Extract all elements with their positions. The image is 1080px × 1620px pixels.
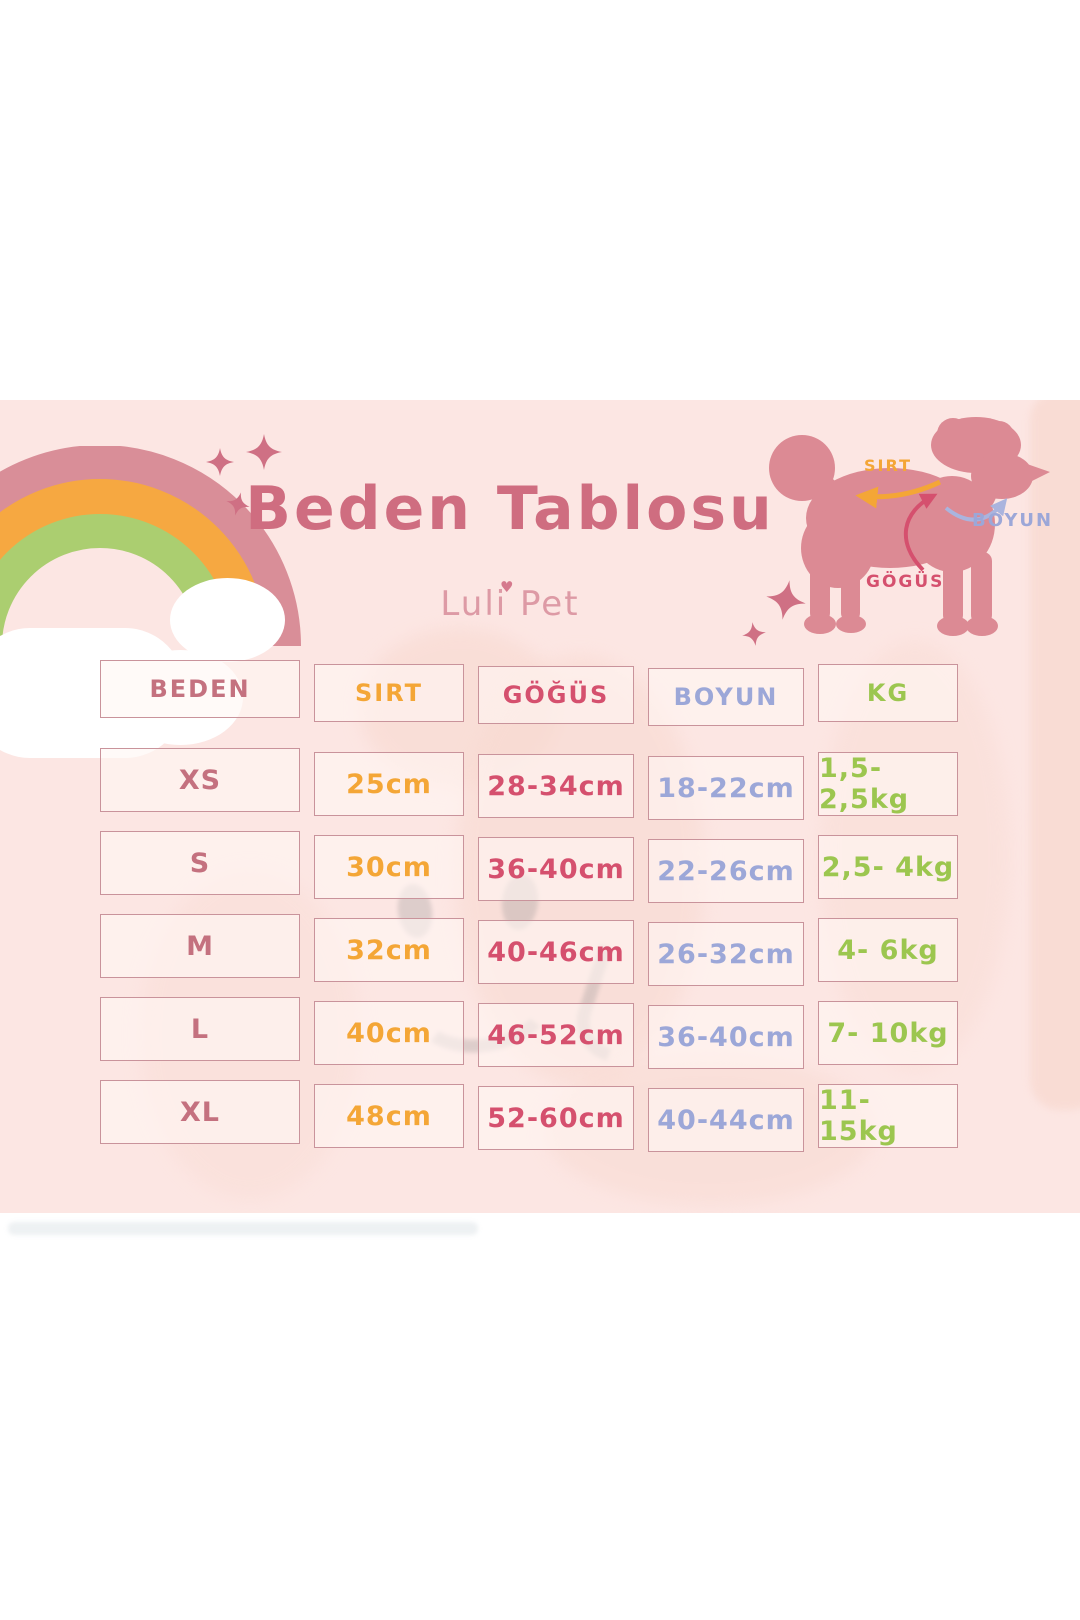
sparkle-icon	[246, 434, 282, 470]
label-gogus: GÖGÜS	[866, 572, 945, 592]
sparkle-icon	[206, 448, 234, 476]
label-sirt: SIRT	[864, 456, 912, 475]
cell-xs-boyun: 18-22cm	[648, 756, 804, 820]
header-boyun: BOYUN	[648, 668, 804, 726]
cell-l-beden: L	[100, 997, 300, 1061]
cell-xs-kg: 1,5- 2,5kg	[818, 752, 958, 816]
cell-xl-sirt: 48cm	[314, 1084, 464, 1148]
cell-xl-kg: 11- 15kg	[818, 1084, 958, 1148]
cell-l-kg: 7- 10kg	[818, 1001, 958, 1065]
cell-xs-sirt: 25cm	[314, 752, 464, 816]
cell-xl-gogus: 52-60cm	[478, 1086, 634, 1150]
faint-smudge	[8, 1222, 478, 1235]
measurement-arrows	[855, 479, 1008, 572]
label-boyun: BOYUN	[972, 510, 1054, 531]
table-header-row: BEDEN SIRT GÖĞÜS BOYUN KG	[100, 660, 958, 726]
background-blob	[1030, 400, 1080, 1110]
sparkle-icon	[226, 492, 250, 516]
header-sirt: SIRT	[314, 664, 464, 722]
sparkle-icon	[742, 622, 766, 646]
header-beden: BEDEN	[100, 660, 300, 718]
cell-m-gogus: 40-46cm	[478, 920, 634, 984]
sparkle-icon	[766, 580, 806, 620]
brand-name: Luli Pet	[440, 584, 580, 624]
measurement-diagram: SIRT BOYUN GÖGÜS	[740, 412, 1080, 644]
header-gogus: GÖĞÜS	[478, 666, 634, 724]
cell-xl-boyun: 40-44cm	[648, 1088, 804, 1152]
cell-s-boyun: 22-26cm	[648, 839, 804, 903]
table-body: XS 25cm 28-34cm 18-22cm 1,5- 2,5kg S 30cm 36-40…	[100, 748, 958, 1152]
cell-s-kg: 2,5- 4kg	[818, 835, 958, 899]
cell-m-kg: 4- 6kg	[818, 918, 958, 982]
cell-m-sirt: 32cm	[314, 918, 464, 982]
header-kg: KG	[818, 664, 958, 722]
cloud-icon	[170, 578, 285, 662]
poodle-silhouette-icon	[769, 417, 1050, 636]
pink-panel: Beden Tablosu Luli Pet ♥	[0, 400, 1080, 1213]
cell-xl-beden: XL	[100, 1080, 300, 1144]
cell-s-beden: S	[100, 831, 300, 895]
cell-l-sirt: 40cm	[314, 1001, 464, 1065]
heart-icon: ♥	[500, 578, 514, 596]
cell-xs-gogus: 28-34cm	[478, 754, 634, 818]
cell-s-sirt: 30cm	[314, 835, 464, 899]
cell-m-boyun: 26-32cm	[648, 922, 804, 986]
cell-l-gogus: 46-52cm	[478, 1003, 634, 1067]
page-title: Beden Tablosu	[245, 474, 775, 544]
cell-l-boyun: 36-40cm	[648, 1005, 804, 1069]
cell-s-gogus: 36-40cm	[478, 837, 634, 901]
cell-xs-beden: XS	[100, 748, 300, 812]
cell-m-beden: M	[100, 914, 300, 978]
